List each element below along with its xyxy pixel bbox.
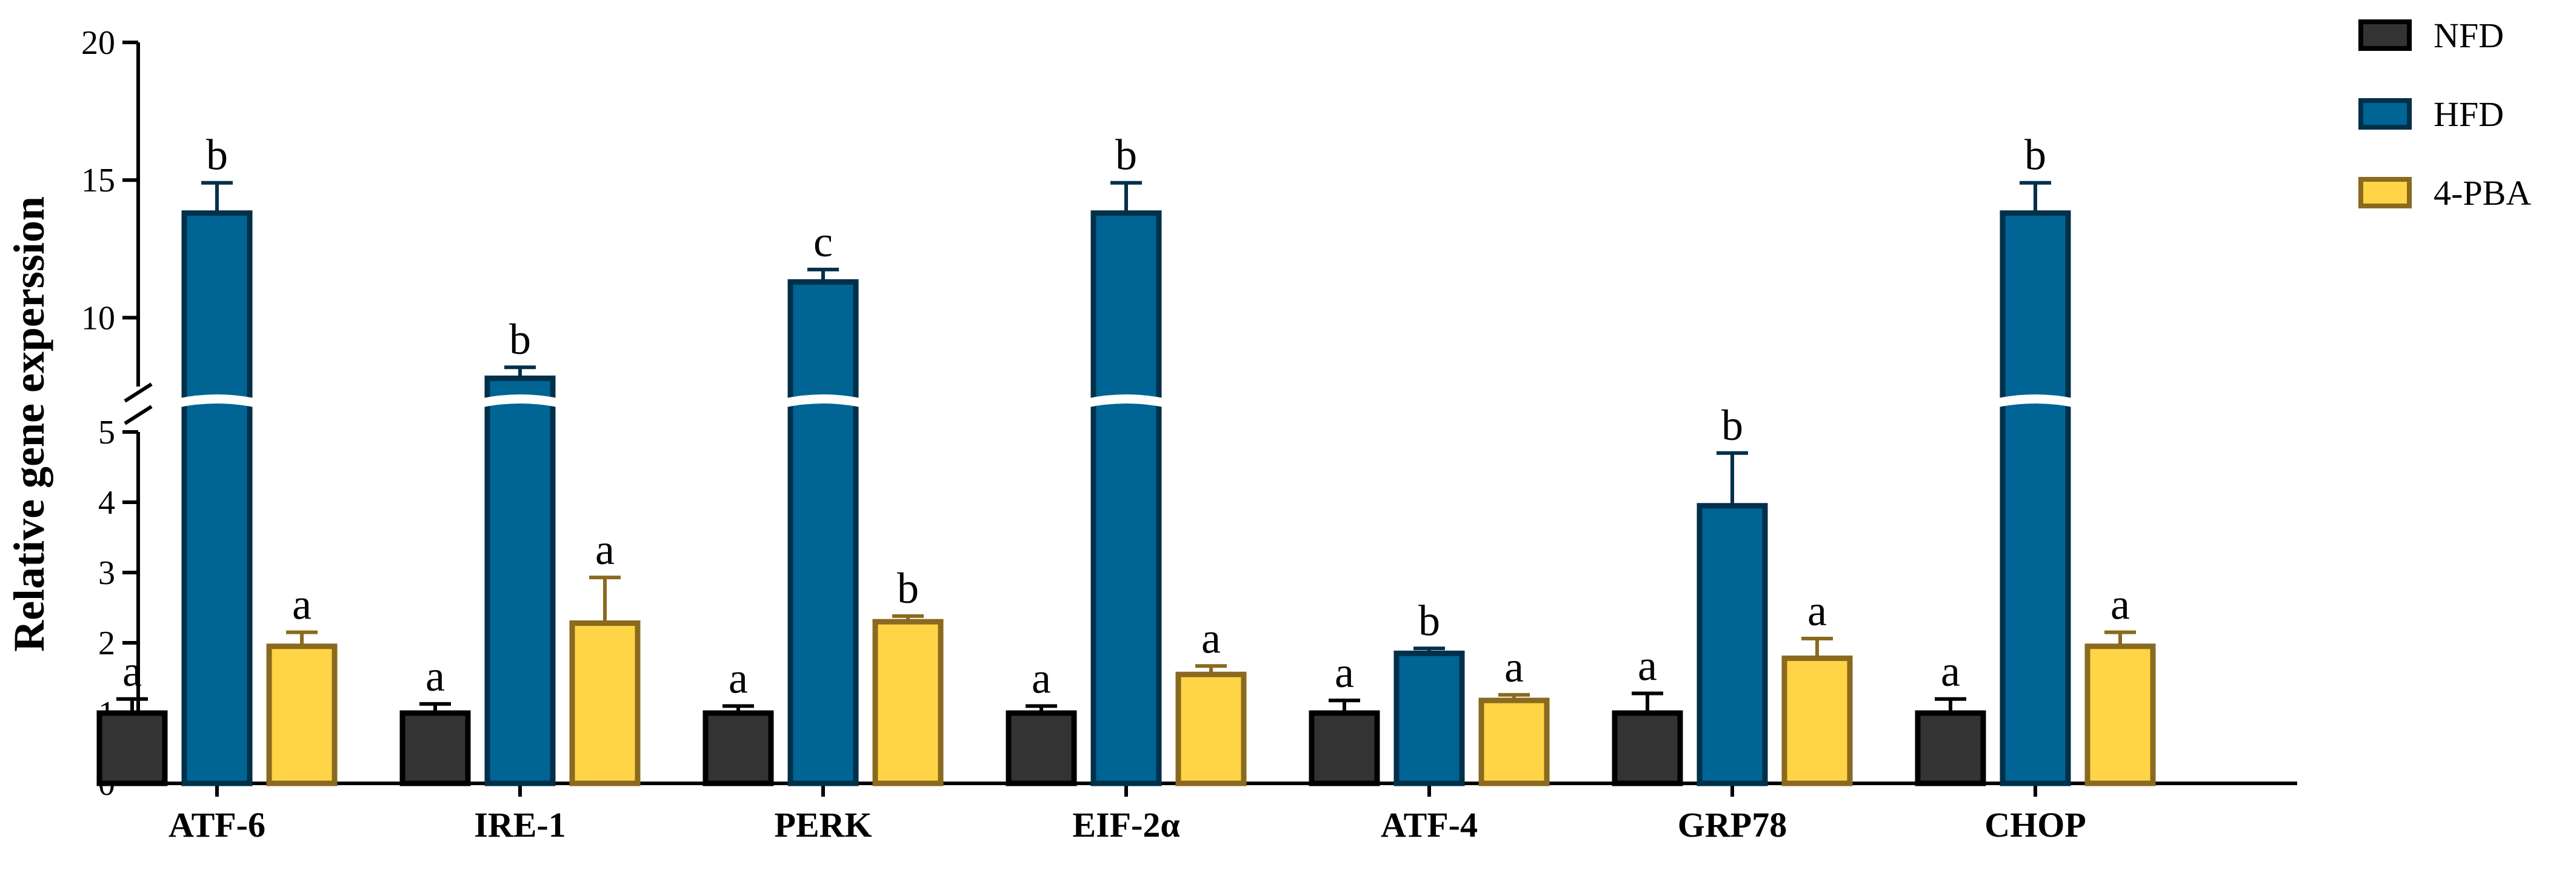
bar-nfd-atf-6 [96, 710, 168, 786]
bar-hfd-perk [787, 279, 859, 786]
x-tick-label: IRE-1 [474, 805, 566, 845]
y-tick-label: 3 [98, 554, 115, 592]
bar-nfd-atf-4 [1309, 710, 1380, 786]
significance-label: a [1032, 654, 1051, 702]
bar-break-gap [177, 394, 257, 408]
significance-labels: a a a a a a a b b c b b b b a a b a a a a [122, 131, 2130, 703]
bar-hfd-atf-6 [181, 210, 253, 786]
significance-label: a [2111, 580, 2130, 629]
axis-break-mark [124, 382, 153, 403]
bar-nfd-grp78 [1612, 710, 1683, 786]
bar-break-gap [783, 394, 863, 408]
significance-label: b [897, 564, 919, 613]
significance-label: a [1201, 614, 1221, 662]
significance-label: a [1807, 586, 1827, 635]
significance-label: b [2024, 131, 2046, 179]
bar-4-pba-eif-2α [1175, 671, 1247, 786]
bar-break-gap [480, 394, 560, 408]
bar-hfd-ire-1 [484, 375, 556, 786]
x-tick-label: PERK [774, 805, 872, 845]
bar-4-pba-atf-4 [1478, 697, 1550, 786]
x-tick-label: GRP78 [1678, 805, 1787, 845]
significance-label: a [122, 647, 142, 696]
bar-hfd-chop [2000, 210, 2071, 786]
y-tick-label: 2 [98, 625, 115, 662]
bar-4-pba-perk [872, 619, 944, 786]
legend-swatch-4-pba [2358, 177, 2412, 208]
bar-4-pba-chop [2084, 643, 2156, 786]
y-tick-label: 5 [98, 414, 115, 451]
x-tick-label: EIF-2α [1072, 805, 1180, 845]
y-tick-label: 4 [98, 484, 115, 522]
significance-label: a [729, 654, 748, 702]
legend-label: 4-PBA [2434, 173, 2531, 213]
significance-label: c [813, 217, 833, 266]
bar-nfd-perk [702, 710, 774, 786]
x-tick-label: ATF-6 [169, 805, 265, 845]
x-tick-label: CHOP [1984, 805, 2086, 845]
significance-label: b [1721, 401, 1743, 450]
significance-label: a [1941, 647, 1960, 696]
legend-label: NFD [2434, 16, 2504, 55]
legend-swatch-nfd [2358, 19, 2412, 51]
significance-label: a [1335, 648, 1354, 697]
bar-4-pba-ire-1 [569, 620, 641, 786]
legend-swatch-hfd [2358, 98, 2412, 130]
x-tick-label: ATF-4 [1381, 805, 1478, 845]
legend: NFD HFD 4-PBA [2358, 16, 2531, 213]
y-tick-label: 15 [81, 162, 115, 199]
axis-break-mark [124, 405, 153, 425]
bar-hfd-eif-2α [1090, 210, 1162, 786]
significance-label: b [206, 131, 228, 179]
bar-hfd-grp78 [1697, 503, 1768, 786]
bar-4-pba-grp78 [1781, 656, 1853, 786]
significance-label: a [595, 525, 615, 574]
significance-label: b [509, 315, 531, 364]
significance-label: a [1638, 642, 1657, 690]
bar-4-pba-atf-6 [266, 643, 338, 786]
bar-nfd-ire-1 [399, 710, 471, 786]
y-axis-title: Relative gene experssion [5, 196, 53, 652]
bar-hfd-atf-4 [1393, 650, 1465, 786]
y-tick-label: 10 [81, 299, 115, 337]
bar-nfd-eif-2α [1006, 710, 1077, 786]
bar-break-gap [1995, 394, 2075, 408]
significance-label: a [1504, 643, 1524, 691]
axis-break [177, 394, 2075, 408]
significance-label: a [425, 652, 445, 700]
bar-break-gap [1086, 394, 1166, 408]
significance-label: b [1115, 131, 1137, 179]
significance-label: b [1418, 596, 1440, 645]
bars [96, 181, 2156, 786]
legend-label: HFD [2434, 95, 2504, 134]
significance-label: a [292, 580, 312, 629]
bar-nfd-chop [1915, 710, 1986, 786]
y-tick-label: 20 [81, 24, 115, 62]
